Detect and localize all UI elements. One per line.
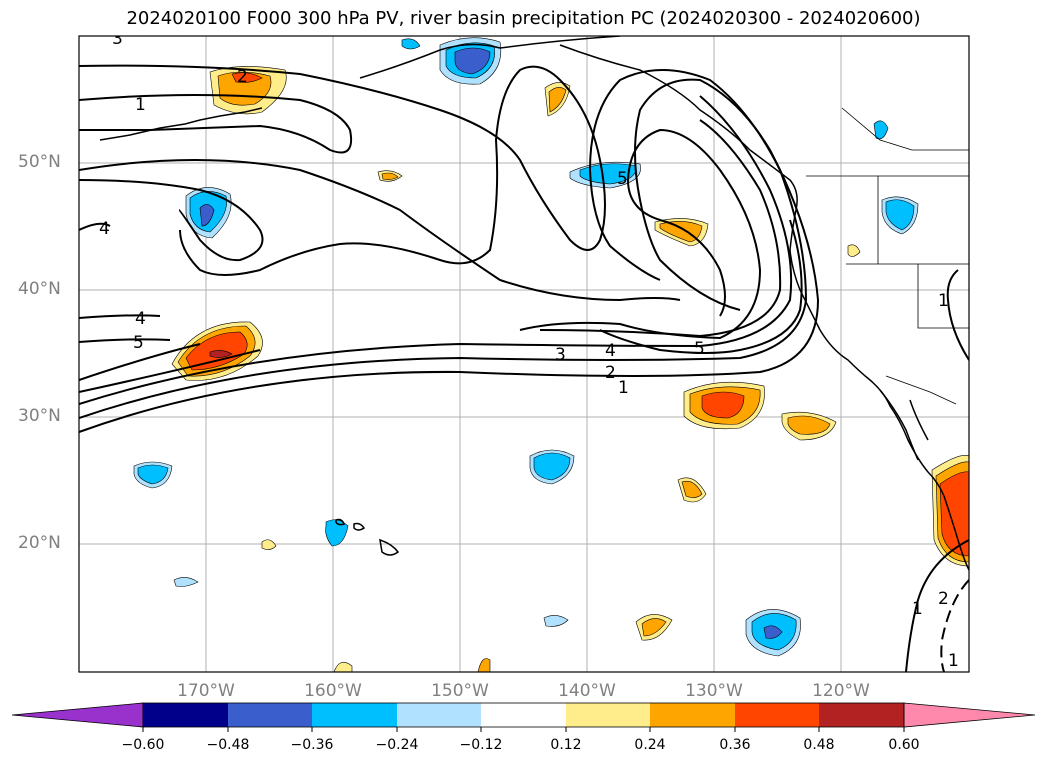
hawaii-island	[353, 522, 366, 531]
precip-shading	[133, 37, 969, 672]
pv-contours	[79, 64, 969, 672]
lon-label: 130°W	[685, 681, 743, 701]
contour-label: 5	[694, 339, 705, 359]
colorbar-bin	[228, 703, 312, 727]
contour-label: 1	[938, 291, 949, 311]
contour-label: 2	[938, 589, 949, 609]
contour-label: 3	[555, 345, 566, 365]
baja-california	[879, 389, 929, 461]
precip-blob-orange	[787, 415, 831, 435]
contour-label: 4	[605, 341, 616, 361]
lat-label: 40°N	[18, 279, 61, 299]
contour-east	[905, 539, 969, 672]
precip-blob-orange	[548, 87, 567, 113]
map-title: 2024020100 F000 300 hPa PV, river basin …	[126, 8, 921, 29]
aleutian-chain	[99, 107, 263, 141]
alaska-coast	[359, 36, 798, 211]
map-frame	[78, 35, 970, 673]
contour-mid	[79, 64, 606, 276]
contour-label: 1	[135, 95, 146, 115]
precip-blob-orange	[659, 221, 703, 243]
precip-blob-red	[939, 471, 969, 557]
lon-label: 150°W	[431, 681, 489, 701]
precip-blob-yellow	[333, 661, 353, 672]
contour-upper	[79, 94, 352, 154]
colorbar-extend-high	[903, 702, 1036, 728]
colorbar-extend-low	[11, 702, 144, 728]
contour-labels: 3 2 1 4 5 4 5 3 4 5 2 1 1 2 1 1	[99, 29, 959, 671]
colorbar-bin	[312, 703, 397, 727]
contour-5	[79, 128, 762, 381]
contour-upper	[79, 159, 681, 302]
map-panel: 3 2 1 4 5 4 5 3 4 5 2 1 1 2 1 1	[79, 29, 969, 672]
precip-blob-orange	[681, 480, 703, 498]
coastlines	[99, 36, 969, 571]
contour-label: 4	[135, 309, 146, 329]
contour-label: 1	[618, 378, 629, 398]
political-borders	[806, 107, 969, 405]
hawaii-island	[335, 518, 345, 526]
precip-blob-yellow	[847, 244, 861, 257]
precip-blob-orange	[381, 172, 399, 180]
precip-blob-red	[231, 72, 263, 83]
precip-blob-blue	[173, 577, 199, 587]
precip-blob-red	[701, 391, 745, 419]
contour-label: 2	[605, 363, 616, 383]
colorbar-tick-label: −0.36	[290, 737, 334, 753]
colorbar-bin	[397, 703, 481, 727]
colorbar-bin	[735, 703, 819, 727]
colorbar-bin	[819, 703, 904, 727]
colorbar-tick-label: −0.24	[375, 737, 419, 753]
lat-label: 20°N	[18, 533, 61, 553]
contour-label: 1	[948, 651, 959, 671]
colorbar-tick-label: 0.12	[550, 737, 582, 753]
precip-blob-darkblue	[763, 625, 783, 639]
precip-blob-orange	[477, 658, 491, 672]
precip-blob-blue	[533, 452, 571, 481]
lon-label: 140°W	[558, 681, 616, 701]
colorbar-tick-label: −0.48	[206, 737, 250, 753]
lon-label: 120°W	[812, 681, 870, 701]
lat-label: 30°N	[18, 406, 61, 426]
contour-label: 4	[99, 219, 110, 239]
precip-blob-blue	[885, 199, 915, 231]
contour-3	[79, 95, 793, 405]
precip-blob-blue	[401, 38, 421, 50]
contour-inner	[79, 179, 264, 262]
colorbar-tick-label: 0.36	[719, 737, 751, 753]
colorbar-tick-label: −0.12	[459, 737, 503, 753]
precip-blob-blue	[543, 615, 569, 627]
colorbar	[11, 702, 1036, 732]
contour-label: 3	[112, 29, 123, 49]
lon-label: 170°W	[177, 681, 235, 701]
precip-blob-darkblue	[454, 47, 491, 75]
precip-blob-darkred	[209, 350, 233, 358]
us-west-coast	[789, 209, 945, 497]
contour-label: 1	[912, 599, 923, 619]
colorbar-tick-label: 0.48	[803, 737, 835, 753]
precip-blob-darkblue	[199, 204, 215, 227]
colorbar-tick-label: −0.60	[121, 737, 165, 753]
lon-label: 160°W	[304, 681, 362, 701]
colorbar-tick-label: 0.60	[888, 737, 920, 753]
contour-east	[946, 269, 969, 361]
contour-label: 2	[237, 67, 248, 87]
mexico-coast	[943, 495, 969, 571]
colorbar-bin	[650, 703, 735, 727]
contour-label: 5	[133, 333, 144, 353]
precip-blob-orange	[641, 618, 667, 637]
hawaii-island	[379, 538, 400, 556]
contour-4	[79, 119, 782, 393]
contour-2	[79, 69, 808, 419]
precip-blob-yellow	[261, 539, 277, 550]
lat-label: 50°N	[18, 152, 61, 172]
colorbar-bin	[481, 703, 566, 727]
colorbar-bin	[143, 703, 228, 727]
precip-blob-blue	[137, 464, 169, 485]
contour-label: 5	[617, 169, 628, 189]
colorbar-bin	[566, 703, 650, 727]
colorbar-tick-label: 0.24	[634, 737, 666, 753]
